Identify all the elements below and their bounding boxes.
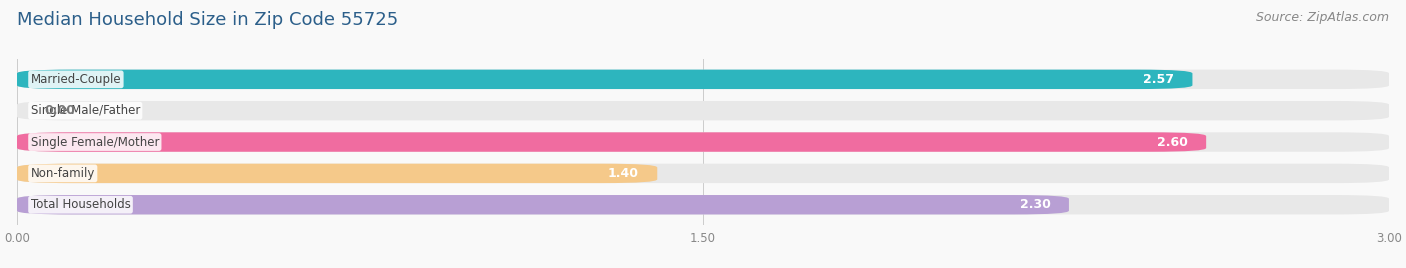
FancyBboxPatch shape <box>17 195 1069 214</box>
FancyBboxPatch shape <box>17 164 1389 183</box>
Text: Single Male/Father: Single Male/Father <box>31 104 141 117</box>
FancyBboxPatch shape <box>17 132 1206 152</box>
Text: Median Household Size in Zip Code 55725: Median Household Size in Zip Code 55725 <box>17 11 398 29</box>
Text: Non-family: Non-family <box>31 167 96 180</box>
FancyBboxPatch shape <box>17 132 1389 152</box>
FancyBboxPatch shape <box>17 195 1389 214</box>
FancyBboxPatch shape <box>17 164 657 183</box>
Text: Total Households: Total Households <box>31 198 131 211</box>
Text: 2.60: 2.60 <box>1157 136 1188 148</box>
FancyBboxPatch shape <box>17 70 1389 89</box>
Text: Single Female/Mother: Single Female/Mother <box>31 136 159 148</box>
Text: 2.30: 2.30 <box>1019 198 1050 211</box>
Text: 0.00: 0.00 <box>45 104 76 117</box>
Text: Source: ZipAtlas.com: Source: ZipAtlas.com <box>1256 11 1389 24</box>
FancyBboxPatch shape <box>17 101 1389 120</box>
FancyBboxPatch shape <box>17 70 1192 89</box>
Text: 1.40: 1.40 <box>607 167 638 180</box>
Text: Married-Couple: Married-Couple <box>31 73 121 86</box>
Text: 2.57: 2.57 <box>1143 73 1174 86</box>
